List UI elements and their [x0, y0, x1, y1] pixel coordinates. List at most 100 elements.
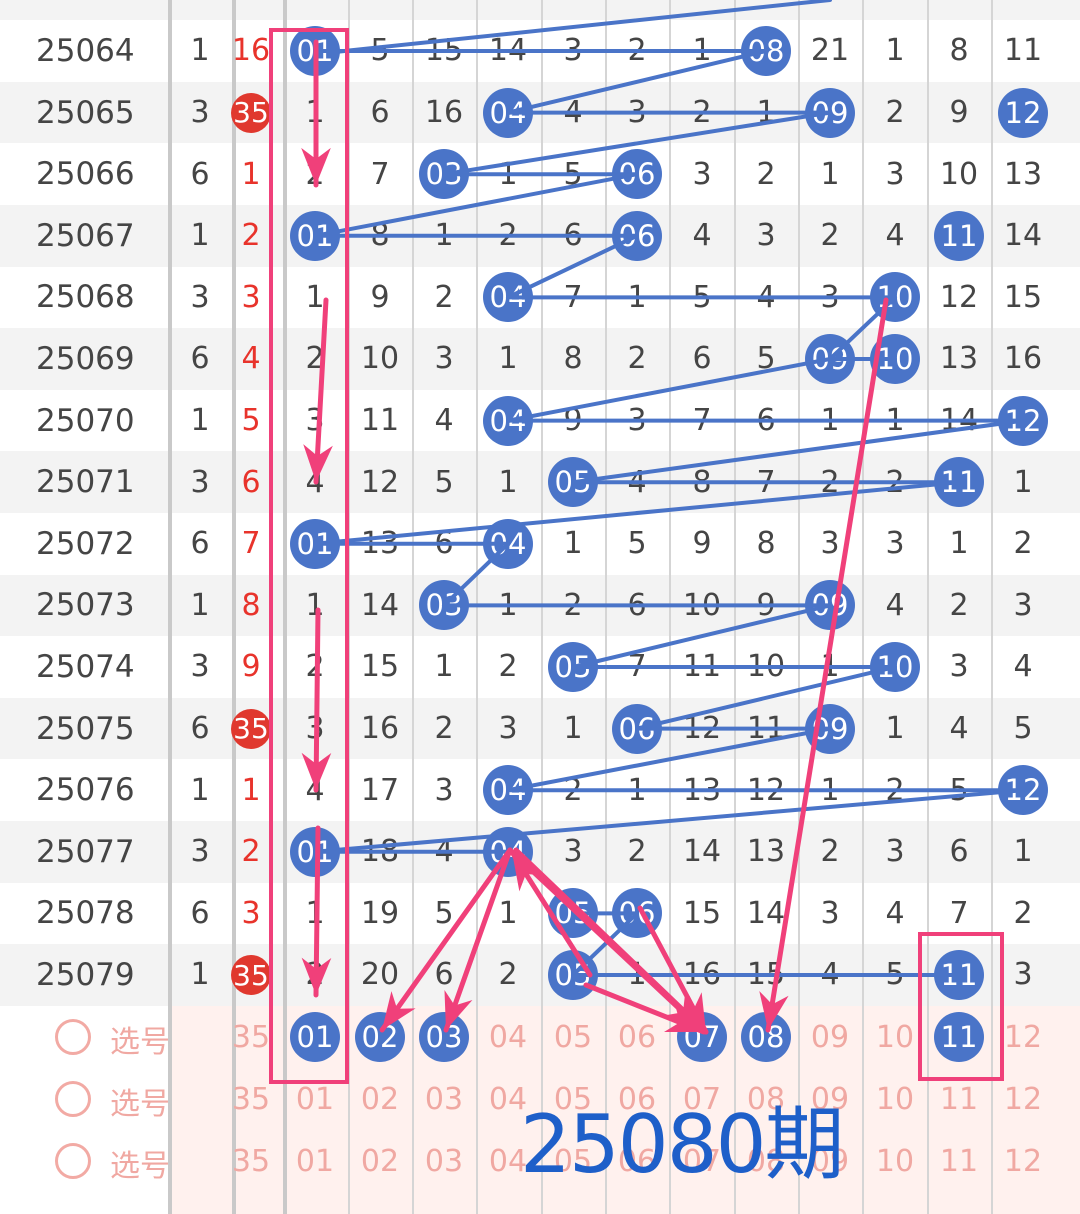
- pick-label[interactable]: 选号: [110, 1149, 170, 1184]
- pick-number[interactable]: 09: [810, 1019, 850, 1055]
- pick-number[interactable]: 08: [746, 1143, 786, 1179]
- pick-number[interactable]: 04: [488, 1019, 528, 1055]
- miss-count: 6: [692, 341, 712, 377]
- miss-count: 20: [360, 957, 400, 993]
- arrow-down-head: [301, 957, 332, 995]
- pick-number[interactable]: 02: [360, 1081, 400, 1117]
- issue-number: 25069: [36, 340, 135, 377]
- arrow-down: [313, 607, 321, 793]
- pick-number[interactable]: 04: [488, 1081, 528, 1117]
- arrow-diagonal-head: [759, 990, 789, 1030]
- pick-radio[interactable]: [55, 1019, 91, 1055]
- arrow-down: [313, 825, 321, 998]
- pick-number[interactable]: 01: [295, 1081, 335, 1117]
- miss-count: 3: [563, 834, 583, 870]
- pick-number[interactable]: 01: [295, 1143, 335, 1179]
- issue-number: 25071: [36, 464, 135, 501]
- pick-number[interactable]: 07: [682, 1081, 722, 1117]
- predicted-ball[interactable]: 11: [934, 1012, 984, 1062]
- miss-count: 3: [1013, 587, 1033, 623]
- trend-line: [635, 665, 897, 731]
- predicted-ball[interactable]: 08: [741, 1012, 791, 1062]
- miss-count: 2: [1013, 526, 1033, 562]
- column-divider: [991, 0, 993, 1214]
- miss-count: 6: [949, 834, 969, 870]
- pick-number[interactable]: 11: [939, 1143, 979, 1179]
- miss-count: 2: [498, 649, 518, 685]
- arrow-to-07-head: [675, 992, 706, 1032]
- miss-count: 10: [360, 341, 400, 377]
- pick-number[interactable]: 03: [424, 1143, 464, 1179]
- pick-label[interactable]: 选号: [110, 1087, 170, 1122]
- pick-number[interactable]: 10: [875, 1143, 915, 1179]
- pick-number[interactable]: 06: [617, 1143, 657, 1179]
- pick-number[interactable]: 12: [1003, 1143, 1043, 1179]
- pick-radio[interactable]: [55, 1143, 91, 1179]
- pick-radio[interactable]: [55, 1081, 91, 1117]
- miss-count: 19: [360, 895, 400, 931]
- highlight-box: [918, 932, 1004, 1081]
- predicted-ball[interactable]: 02: [355, 1012, 405, 1062]
- pick-number[interactable]: 09: [810, 1143, 850, 1179]
- miss-count: 2: [305, 341, 325, 377]
- miss-count: 5: [434, 464, 454, 500]
- table-row: [0, 697, 1080, 760]
- trend-line: [313, 480, 961, 546]
- pick-number[interactable]: 10: [875, 1081, 915, 1117]
- miss-count: 4: [434, 403, 454, 439]
- red-ball: 35: [231, 92, 271, 133]
- arrow-down-head: [303, 444, 333, 482]
- pick-number[interactable]: 09: [810, 1081, 850, 1117]
- predicted-ball[interactable]: 03: [419, 1012, 469, 1062]
- miss-count: 1: [885, 33, 905, 69]
- trend-line: [571, 418, 1025, 485]
- miss-count: 16: [424, 95, 464, 131]
- miss-count: 14: [360, 587, 400, 623]
- col2-value: 2: [241, 834, 261, 870]
- pick-number[interactable]: 35: [231, 1081, 271, 1117]
- arrow-down: [313, 297, 329, 485]
- pick-number[interactable]: 35: [231, 1019, 271, 1055]
- issue-number: 25067: [36, 217, 135, 254]
- miss-count: 3: [885, 526, 905, 562]
- pick-number[interactable]: 04: [488, 1143, 528, 1179]
- pick-number[interactable]: 02: [360, 1143, 400, 1179]
- miss-count: 3: [885, 834, 905, 870]
- predicted-ball[interactable]: 01: [290, 1012, 340, 1062]
- pick-number[interactable]: 07: [682, 1143, 722, 1179]
- issue-number: 25074: [36, 648, 135, 685]
- pick-number[interactable]: 06: [617, 1081, 657, 1117]
- pick-number[interactable]: 10: [875, 1019, 915, 1055]
- pick-number[interactable]: 12: [1003, 1019, 1043, 1055]
- miss-count: 9: [949, 95, 969, 131]
- col1-value: 1: [190, 772, 210, 808]
- miss-count: 21: [810, 33, 850, 69]
- miss-count: 3: [756, 218, 776, 254]
- pick-number[interactable]: 12: [1003, 1081, 1043, 1117]
- miss-count: 2: [434, 279, 454, 315]
- pick-number[interactable]: 05: [553, 1019, 593, 1055]
- pick-number[interactable]: 08: [746, 1081, 786, 1117]
- miss-count: 15: [1003, 279, 1043, 315]
- col2-value: 8: [241, 587, 261, 623]
- pick-label[interactable]: 选号: [110, 1025, 170, 1060]
- column-divider: [862, 0, 864, 1214]
- miss-count: 8: [563, 341, 583, 377]
- issue-number: 25075: [36, 710, 135, 747]
- miss-count: 3: [1013, 957, 1033, 993]
- pick-number[interactable]: 03: [424, 1081, 464, 1117]
- pick-number[interactable]: 11: [939, 1081, 979, 1117]
- col2-value: 1: [241, 772, 261, 808]
- miss-count: 11: [1003, 33, 1043, 69]
- issue-number: 25073: [36, 587, 135, 624]
- col2-value: 3: [241, 895, 261, 931]
- miss-count: 14: [1003, 218, 1043, 254]
- pick-number[interactable]: 05: [553, 1143, 593, 1179]
- pick-number[interactable]: 06: [617, 1019, 657, 1055]
- col2-value: 16: [231, 33, 271, 69]
- pick-number[interactable]: 05: [553, 1081, 593, 1117]
- column-divider: [232, 0, 236, 1214]
- pick-number[interactable]: 35: [231, 1143, 271, 1179]
- miss-count: 15: [682, 895, 722, 931]
